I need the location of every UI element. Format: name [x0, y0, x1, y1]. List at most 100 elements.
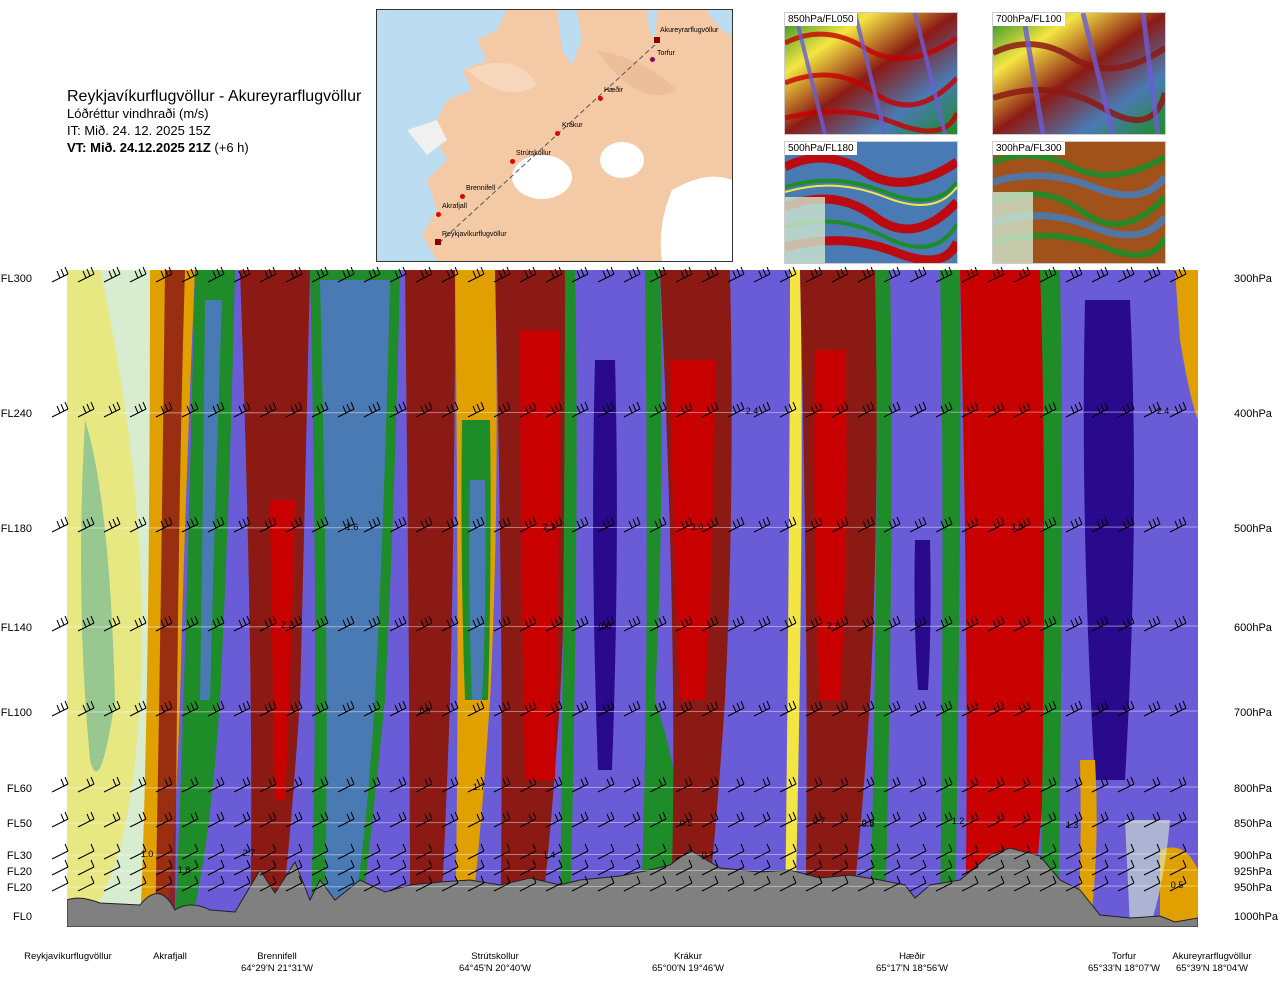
wind-barb — [727, 776, 745, 793]
data-value-label: 3.0 — [691, 522, 704, 532]
band-strong-up — [520, 330, 560, 780]
wind-barb — [857, 776, 875, 793]
wind-barb — [519, 700, 537, 717]
wind-barb — [259, 615, 277, 632]
wind-barb — [519, 811, 537, 828]
wind-barb — [961, 859, 979, 876]
wind-barb — [103, 700, 121, 717]
wind-barb — [805, 811, 823, 828]
thumbnail-500hpa[interactable]: 500hPa/FL180 — [784, 141, 958, 264]
wind-barb — [727, 266, 745, 283]
wind-barb — [233, 843, 251, 860]
wind-barb — [441, 615, 459, 632]
wind-barb — [363, 700, 381, 717]
wind-barb — [545, 266, 563, 283]
wind-barb — [103, 776, 121, 793]
wind-barb — [493, 516, 511, 533]
wind-barb — [987, 859, 1005, 876]
wind-barb — [77, 811, 95, 828]
wind-barb — [909, 700, 927, 717]
wind-barb — [441, 401, 459, 418]
wind-barb — [51, 401, 69, 418]
wind-barb — [519, 615, 537, 632]
chart-title: Reykjavíkurflugvöllur - Akureyrarflugvöl… — [67, 88, 362, 105]
wind-barb — [1091, 875, 1109, 892]
wind-barb — [545, 516, 563, 533]
wind-barb — [1169, 700, 1187, 717]
wind-barb — [233, 700, 251, 717]
wind-barb — [285, 859, 303, 876]
wind-barb — [571, 700, 589, 717]
x-axis-label: Torfur 65°33'N 18°07'W — [1064, 951, 1184, 975]
wind-barb — [389, 811, 407, 828]
wind-barb — [571, 516, 589, 533]
wind-barb — [233, 776, 251, 793]
wind-barb — [1065, 811, 1083, 828]
wind-barb — [467, 700, 485, 717]
wind-barb — [1169, 516, 1187, 533]
wind-barb — [935, 266, 953, 283]
wind-barb — [545, 859, 563, 876]
wind-barb — [207, 859, 225, 876]
y-tick-label-left: FL20 — [7, 866, 32, 878]
thumbnail-300hpa[interactable]: 300hPa/FL300 — [992, 141, 1166, 264]
wind-barb — [233, 516, 251, 533]
wind-barb — [649, 843, 667, 860]
wind-barb — [675, 843, 693, 860]
wind-barb — [1039, 875, 1057, 892]
y-tick-label-left: FL0 — [13, 911, 32, 923]
wind-barb — [1013, 700, 1031, 717]
wind-barb — [389, 401, 407, 418]
y-tick-label-left: FL30 — [7, 850, 32, 862]
wind-barb — [857, 266, 875, 283]
wind-barb — [961, 700, 979, 717]
wind-barb — [467, 811, 485, 828]
wind-barb — [1091, 859, 1109, 876]
wind-barb — [1065, 700, 1083, 717]
wind-barb — [1117, 843, 1135, 860]
wind-barb — [493, 859, 511, 876]
wind-barb — [909, 875, 927, 892]
x-axis-label-coord: 65°33'N 18°07'W — [1088, 963, 1160, 974]
waypoint-label: Akureyrarflugvöllur — [660, 27, 719, 34]
wind-barb — [415, 401, 433, 418]
wind-barb — [1065, 776, 1083, 793]
data-value-label: 1.0 — [141, 849, 154, 859]
waypoint-marker — [460, 194, 465, 199]
x-axis-label-name: Krákur — [674, 951, 702, 962]
wind-barb — [285, 875, 303, 892]
wind-barb — [1117, 811, 1135, 828]
wind-barb — [935, 615, 953, 632]
wind-barb — [987, 811, 1005, 828]
x-axis-label-name: Hæðir — [899, 951, 925, 962]
wind-barb — [961, 843, 979, 860]
wind-barb — [363, 843, 381, 860]
wind-barb — [519, 843, 537, 860]
wind-barb — [415, 615, 433, 632]
y-tick-label-right: 500hPa — [1234, 523, 1273, 535]
wind-barb — [1143, 266, 1161, 283]
wind-barb — [701, 776, 719, 793]
wind-barb — [701, 811, 719, 828]
wind-barb — [857, 875, 875, 892]
thumbnail-700hpa[interactable]: 700hPa/FL100 — [992, 12, 1166, 135]
wind-barb — [909, 776, 927, 793]
thumbnail-label: 850hPa/FL050 — [785, 13, 857, 26]
wind-barb — [961, 266, 979, 283]
wind-barb — [779, 811, 797, 828]
thumbnail-graphic — [993, 142, 1165, 263]
wind-barb — [155, 516, 173, 533]
wind-barb — [1091, 401, 1109, 418]
x-axis-label: Krákur 65°00'N 19°46'W — [628, 951, 748, 975]
wind-barb — [337, 615, 355, 632]
wind-barb — [337, 516, 355, 533]
wind-barb — [701, 615, 719, 632]
wind-barb — [207, 401, 225, 418]
thumbnail-850hpa[interactable]: 850hPa/FL050 — [784, 12, 958, 135]
wind-barb — [181, 843, 199, 860]
wind-barb — [779, 875, 797, 892]
wind-barb — [571, 401, 589, 418]
wind-barb — [259, 776, 277, 793]
wind-barb — [259, 811, 277, 828]
wind-barb — [987, 516, 1005, 533]
